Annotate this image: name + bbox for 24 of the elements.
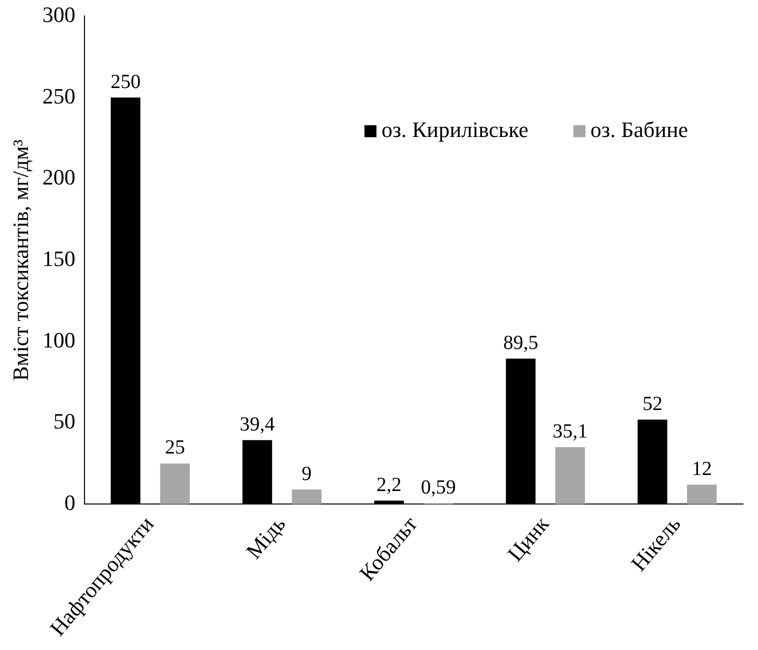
- y-tick-label: 200: [42, 164, 76, 190]
- bar: [292, 490, 322, 504]
- legend-label: оз. Бабине: [590, 116, 688, 142]
- data-label: 52: [642, 392, 662, 415]
- bar: [555, 447, 585, 504]
- data-label: 0,59: [420, 476, 456, 498]
- data-label: 9: [302, 462, 312, 485]
- bar: [687, 484, 717, 504]
- y-tick-label: 50: [53, 408, 76, 434]
- y-tick-label: 0: [64, 490, 76, 515]
- legend-label: оз. Кирилівське: [381, 116, 528, 142]
- y-tick-label: 150: [42, 246, 76, 271]
- data-label: 12: [692, 458, 712, 480]
- bar: [160, 463, 190, 504]
- data-label: 250: [110, 70, 141, 93]
- data-label: 25: [164, 436, 185, 459]
- y-tick-label: 250: [42, 83, 76, 108]
- data-label: 89,5: [503, 332, 538, 354]
- y-axis-title: Вміст токсикантів, мг/дм³: [8, 139, 33, 381]
- y-tick-label: 300: [42, 2, 76, 27]
- data-label: 39,4: [240, 413, 275, 436]
- data-label: 35,1: [552, 420, 588, 442]
- y-tick-label: 100: [42, 327, 76, 352]
- data-label: 2,2: [376, 474, 402, 496]
